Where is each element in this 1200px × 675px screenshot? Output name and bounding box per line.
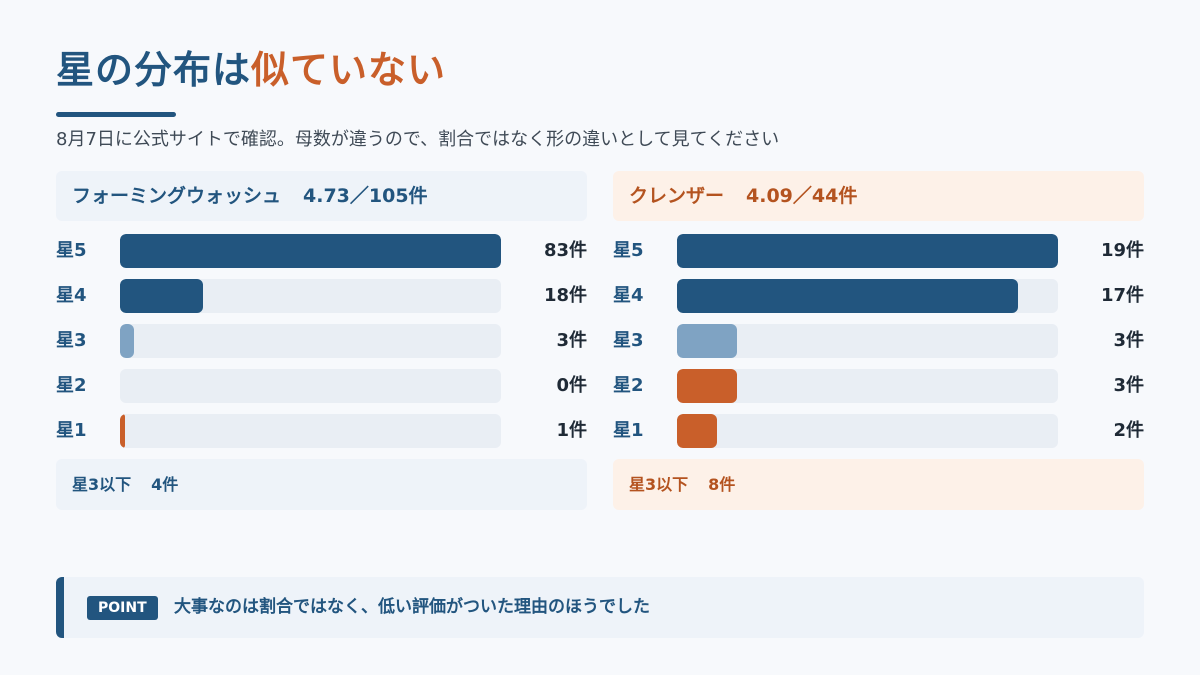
bar-category-label: 星1 (613, 420, 644, 441)
bar (677, 279, 1018, 313)
bar-track (120, 279, 501, 313)
bar-value-label: 17件 (1100, 285, 1144, 306)
title-underline (56, 112, 176, 117)
point-text: 大事なのは割合ではなく、低い評価がついた理由のほうでした (174, 597, 650, 617)
summary-low-ratings: 星3以下 8件 (613, 459, 1144, 510)
bar (120, 279, 203, 313)
bar-category-label: 星5 (56, 240, 87, 261)
point-badge: POINT (87, 596, 158, 620)
page-title: 星の分布は似ていない (56, 44, 446, 96)
bar (677, 414, 718, 448)
bar-track (120, 414, 501, 448)
bar (120, 324, 134, 358)
title-accent: 似ていない (251, 48, 447, 92)
summary-label: 星3以下 (629, 475, 689, 494)
panel-header: クレンザー 4.09／44件 (613, 171, 1144, 221)
bar-row: 星5 19件 (613, 234, 1144, 268)
bar-row: 星2 3件 (613, 369, 1144, 403)
bar (677, 369, 738, 403)
chart-panel-foaming-wash: フォーミングウォッシュ 4.73／105件 星5 83件 星4 18件 星3 3件 星2 0件星… (56, 171, 587, 511)
bar-category-label: 星2 (613, 375, 644, 396)
bar-value-label: 18件 (543, 285, 587, 306)
bar-value-label: 19件 (1100, 240, 1144, 261)
product-name: フォーミングウォッシュ (72, 185, 282, 207)
page-subtitle: 8月7日に公式サイトで確認。母数が違うので、割合ではなく形の違いとして見てくださ… (56, 129, 780, 150)
summary-value: 8件 (708, 475, 736, 494)
bar-category-label: 星2 (56, 375, 87, 396)
bar-value-label: 3件 (556, 330, 587, 351)
bar (677, 324, 738, 358)
chart-panel-cleanser: クレンザー 4.09／44件 星5 19件 星4 17件 星3 3件 星2 3件 星1 2件 星3以… (613, 171, 1144, 511)
bar-row: 星3 3件 (613, 324, 1144, 358)
bar-track (120, 234, 501, 268)
bar-track (677, 234, 1058, 268)
panel-header: フォーミングウォッシュ 4.73／105件 (56, 171, 587, 221)
summary-label: 星3以下 (72, 475, 132, 494)
summary-value: 4件 (151, 475, 179, 494)
bar-category-label: 星5 (613, 240, 644, 261)
point-accent-bar (56, 577, 64, 638)
bar-row: 星4 17件 (613, 279, 1144, 313)
bar-category-label: 星3 (56, 330, 87, 351)
bar-row: 星1 2件 (613, 414, 1144, 448)
bar-row: 星3 3件 (56, 324, 587, 358)
bar-value-label: 83件 (543, 240, 587, 261)
bar-category-label: 星3 (613, 330, 644, 351)
bar (120, 234, 501, 268)
bar-track (677, 279, 1058, 313)
product-name: クレンザー (629, 185, 725, 207)
bar-value-label: 0件 (556, 375, 587, 396)
title-main: 星の分布は (56, 48, 252, 92)
summary-low-ratings: 星3以下 4件 (56, 459, 587, 510)
product-rating: 4.73／105件 (303, 185, 428, 207)
bar-value-label: 3件 (1113, 375, 1144, 396)
bar-value-label: 1件 (556, 420, 587, 441)
bar-row: 星5 83件 (56, 234, 587, 268)
bar (120, 414, 125, 448)
bar-track (120, 369, 501, 403)
bar-row: 星2 0件 (56, 369, 587, 403)
bar-track (677, 324, 1058, 358)
bar-value-label: 2件 (1113, 420, 1144, 441)
bar (677, 234, 1058, 268)
bar-track (120, 324, 501, 358)
bar-row: 星4 18件 (56, 279, 587, 313)
bar-value-label: 3件 (1113, 330, 1144, 351)
bar-category-label: 星4 (613, 285, 644, 306)
product-rating: 4.09／44件 (746, 185, 858, 207)
bar-row: 星1 1件 (56, 414, 587, 448)
bar-track (677, 369, 1058, 403)
bar-category-label: 星1 (56, 420, 87, 441)
bar-track (677, 414, 1058, 448)
point-callout: POINT 大事なのは割合ではなく、低い評価がついた理由のほうでした (56, 577, 1144, 638)
bar-category-label: 星4 (56, 285, 87, 306)
